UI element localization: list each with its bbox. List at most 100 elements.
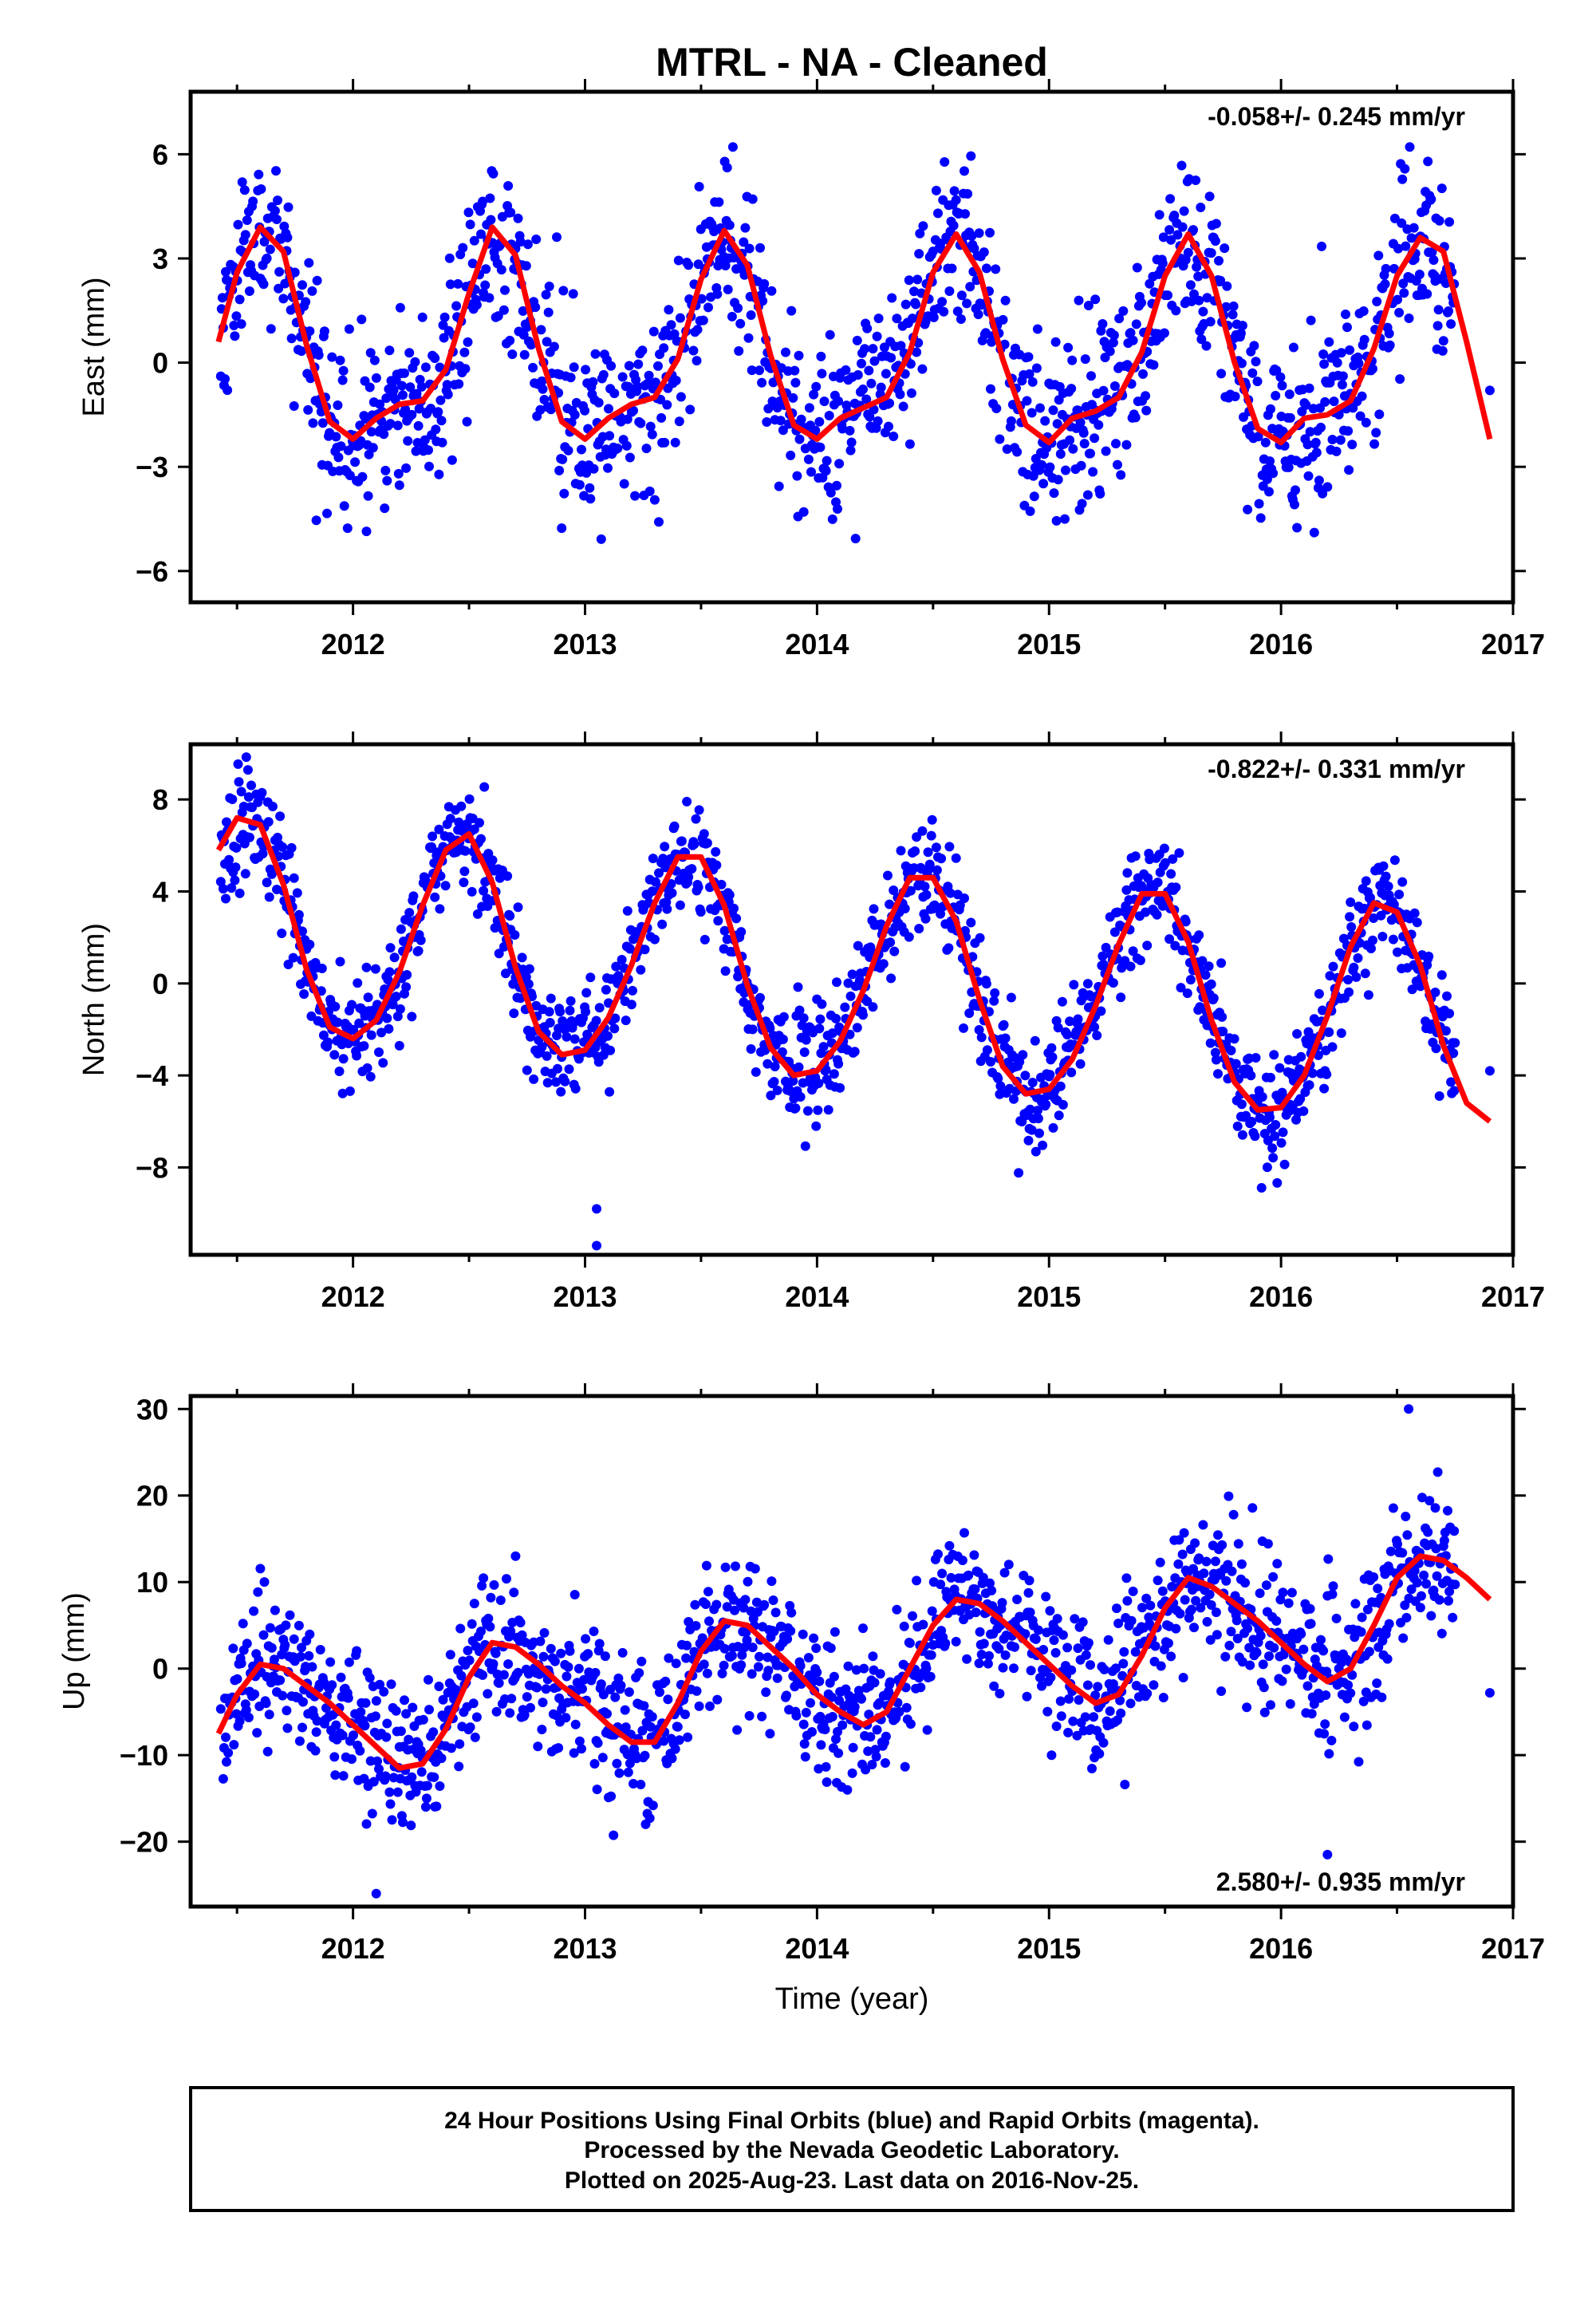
north-data-point	[1194, 930, 1204, 941]
north-data-point	[385, 943, 396, 953]
east-data-point	[734, 346, 744, 356]
north-data-point	[1291, 1114, 1301, 1125]
east-data-point	[392, 420, 403, 431]
north-data-point	[1182, 988, 1192, 999]
up-data-point	[983, 1658, 993, 1669]
up-data-point	[1003, 1560, 1014, 1570]
north-data-point	[609, 1023, 620, 1034]
up-data-point	[872, 1725, 882, 1735]
up-data-point	[1426, 1611, 1436, 1621]
up-data-point	[621, 1722, 631, 1733]
north-data-point	[244, 832, 254, 842]
east-data-point	[1141, 391, 1151, 401]
up-data-point	[255, 1564, 266, 1574]
east-data-point	[803, 454, 814, 464]
east-data-point	[1303, 471, 1314, 481]
up-data-point	[278, 1690, 288, 1701]
east-data-point	[539, 395, 550, 404]
up-data-point	[381, 1732, 392, 1742]
east-data-point	[1394, 307, 1405, 317]
up-data-point	[1319, 1729, 1330, 1739]
up-data-point	[506, 1626, 516, 1636]
up-data-point	[1224, 1640, 1235, 1650]
up-data-point	[743, 1576, 753, 1587]
up-data-point	[1404, 1404, 1414, 1414]
up-data-point	[478, 1670, 488, 1680]
up-data-point	[238, 1619, 248, 1629]
east-data-point	[1025, 506, 1035, 516]
east-data-point	[1372, 297, 1382, 306]
up-data-point	[1012, 1595, 1023, 1604]
east-data-point	[948, 220, 959, 231]
north-data-point	[275, 811, 286, 822]
east-data-point	[467, 258, 478, 269]
up-data-point	[616, 1680, 626, 1690]
east-data-point	[568, 289, 578, 299]
up-data-point	[681, 1653, 692, 1663]
up-data-point	[454, 1761, 464, 1772]
east-data-point	[451, 301, 462, 311]
north-data-point	[224, 854, 234, 865]
east-data-point	[459, 347, 470, 357]
up-data-point	[1198, 1520, 1208, 1530]
north-data-point	[788, 1076, 798, 1086]
up-data-point	[1201, 1556, 1212, 1567]
east-data-point	[1172, 230, 1183, 240]
east-data-point	[995, 434, 1005, 444]
up-data-point	[250, 1689, 260, 1699]
up-data-point	[1419, 1570, 1429, 1580]
north-data-point	[778, 1012, 789, 1022]
up-data-point	[1212, 1630, 1222, 1640]
up-data-point	[1086, 1660, 1095, 1670]
east-data-point	[1414, 270, 1425, 279]
up-data-point	[242, 1639, 252, 1649]
east-data-point	[609, 388, 620, 399]
up-x-tick-label: 2017	[1481, 1932, 1545, 1965]
east-data-point	[1318, 349, 1329, 359]
up-data-point	[636, 1780, 646, 1789]
east-data-point	[952, 306, 963, 317]
east-data-point	[1198, 306, 1208, 317]
east-data-point	[659, 343, 669, 353]
east-data-point	[1345, 345, 1355, 355]
north-data-point	[264, 892, 274, 902]
up-data-point	[488, 1658, 499, 1669]
east-data-point	[395, 302, 405, 313]
east-data-point	[653, 361, 663, 371]
north-data-point	[1389, 900, 1399, 909]
up-data-point	[1180, 1595, 1190, 1605]
north-data-point	[772, 1085, 782, 1095]
up-data-point	[330, 1770, 341, 1781]
north-data-point	[1275, 1063, 1285, 1073]
east-data-point	[744, 243, 755, 254]
up-data-point	[1421, 1579, 1432, 1589]
north-data-point	[1448, 1048, 1459, 1059]
north-data-point	[1020, 1071, 1031, 1081]
east-data-point	[1357, 391, 1367, 401]
up-data-point	[1122, 1595, 1133, 1606]
north-data-point	[258, 849, 268, 859]
up-data-point	[736, 1660, 747, 1670]
up-data-point	[463, 1646, 473, 1655]
up-data-point	[1078, 1617, 1088, 1627]
up-x-tick-label: 2012	[321, 1932, 385, 1965]
up-data-point	[1089, 1712, 1099, 1722]
east-data-point	[1277, 381, 1287, 391]
up-data-point	[574, 1736, 585, 1746]
up-data-point	[918, 1619, 928, 1630]
east-data-point	[1159, 328, 1169, 338]
up-data-point	[570, 1719, 581, 1729]
up-data-point	[505, 1708, 515, 1718]
up-data-point	[1296, 1629, 1306, 1639]
east-data-point	[1368, 364, 1377, 374]
north-data-point	[747, 1024, 758, 1035]
up-data-point	[1409, 1566, 1420, 1576]
north-data-point	[392, 1012, 403, 1022]
east-data-point	[712, 289, 723, 299]
up-data-point	[829, 1671, 839, 1682]
up-data-point	[820, 1725, 830, 1734]
up-data-point	[1049, 1635, 1059, 1646]
up-data-point	[803, 1653, 814, 1662]
east-data-point	[1426, 194, 1436, 204]
up-data-point	[434, 1682, 444, 1691]
